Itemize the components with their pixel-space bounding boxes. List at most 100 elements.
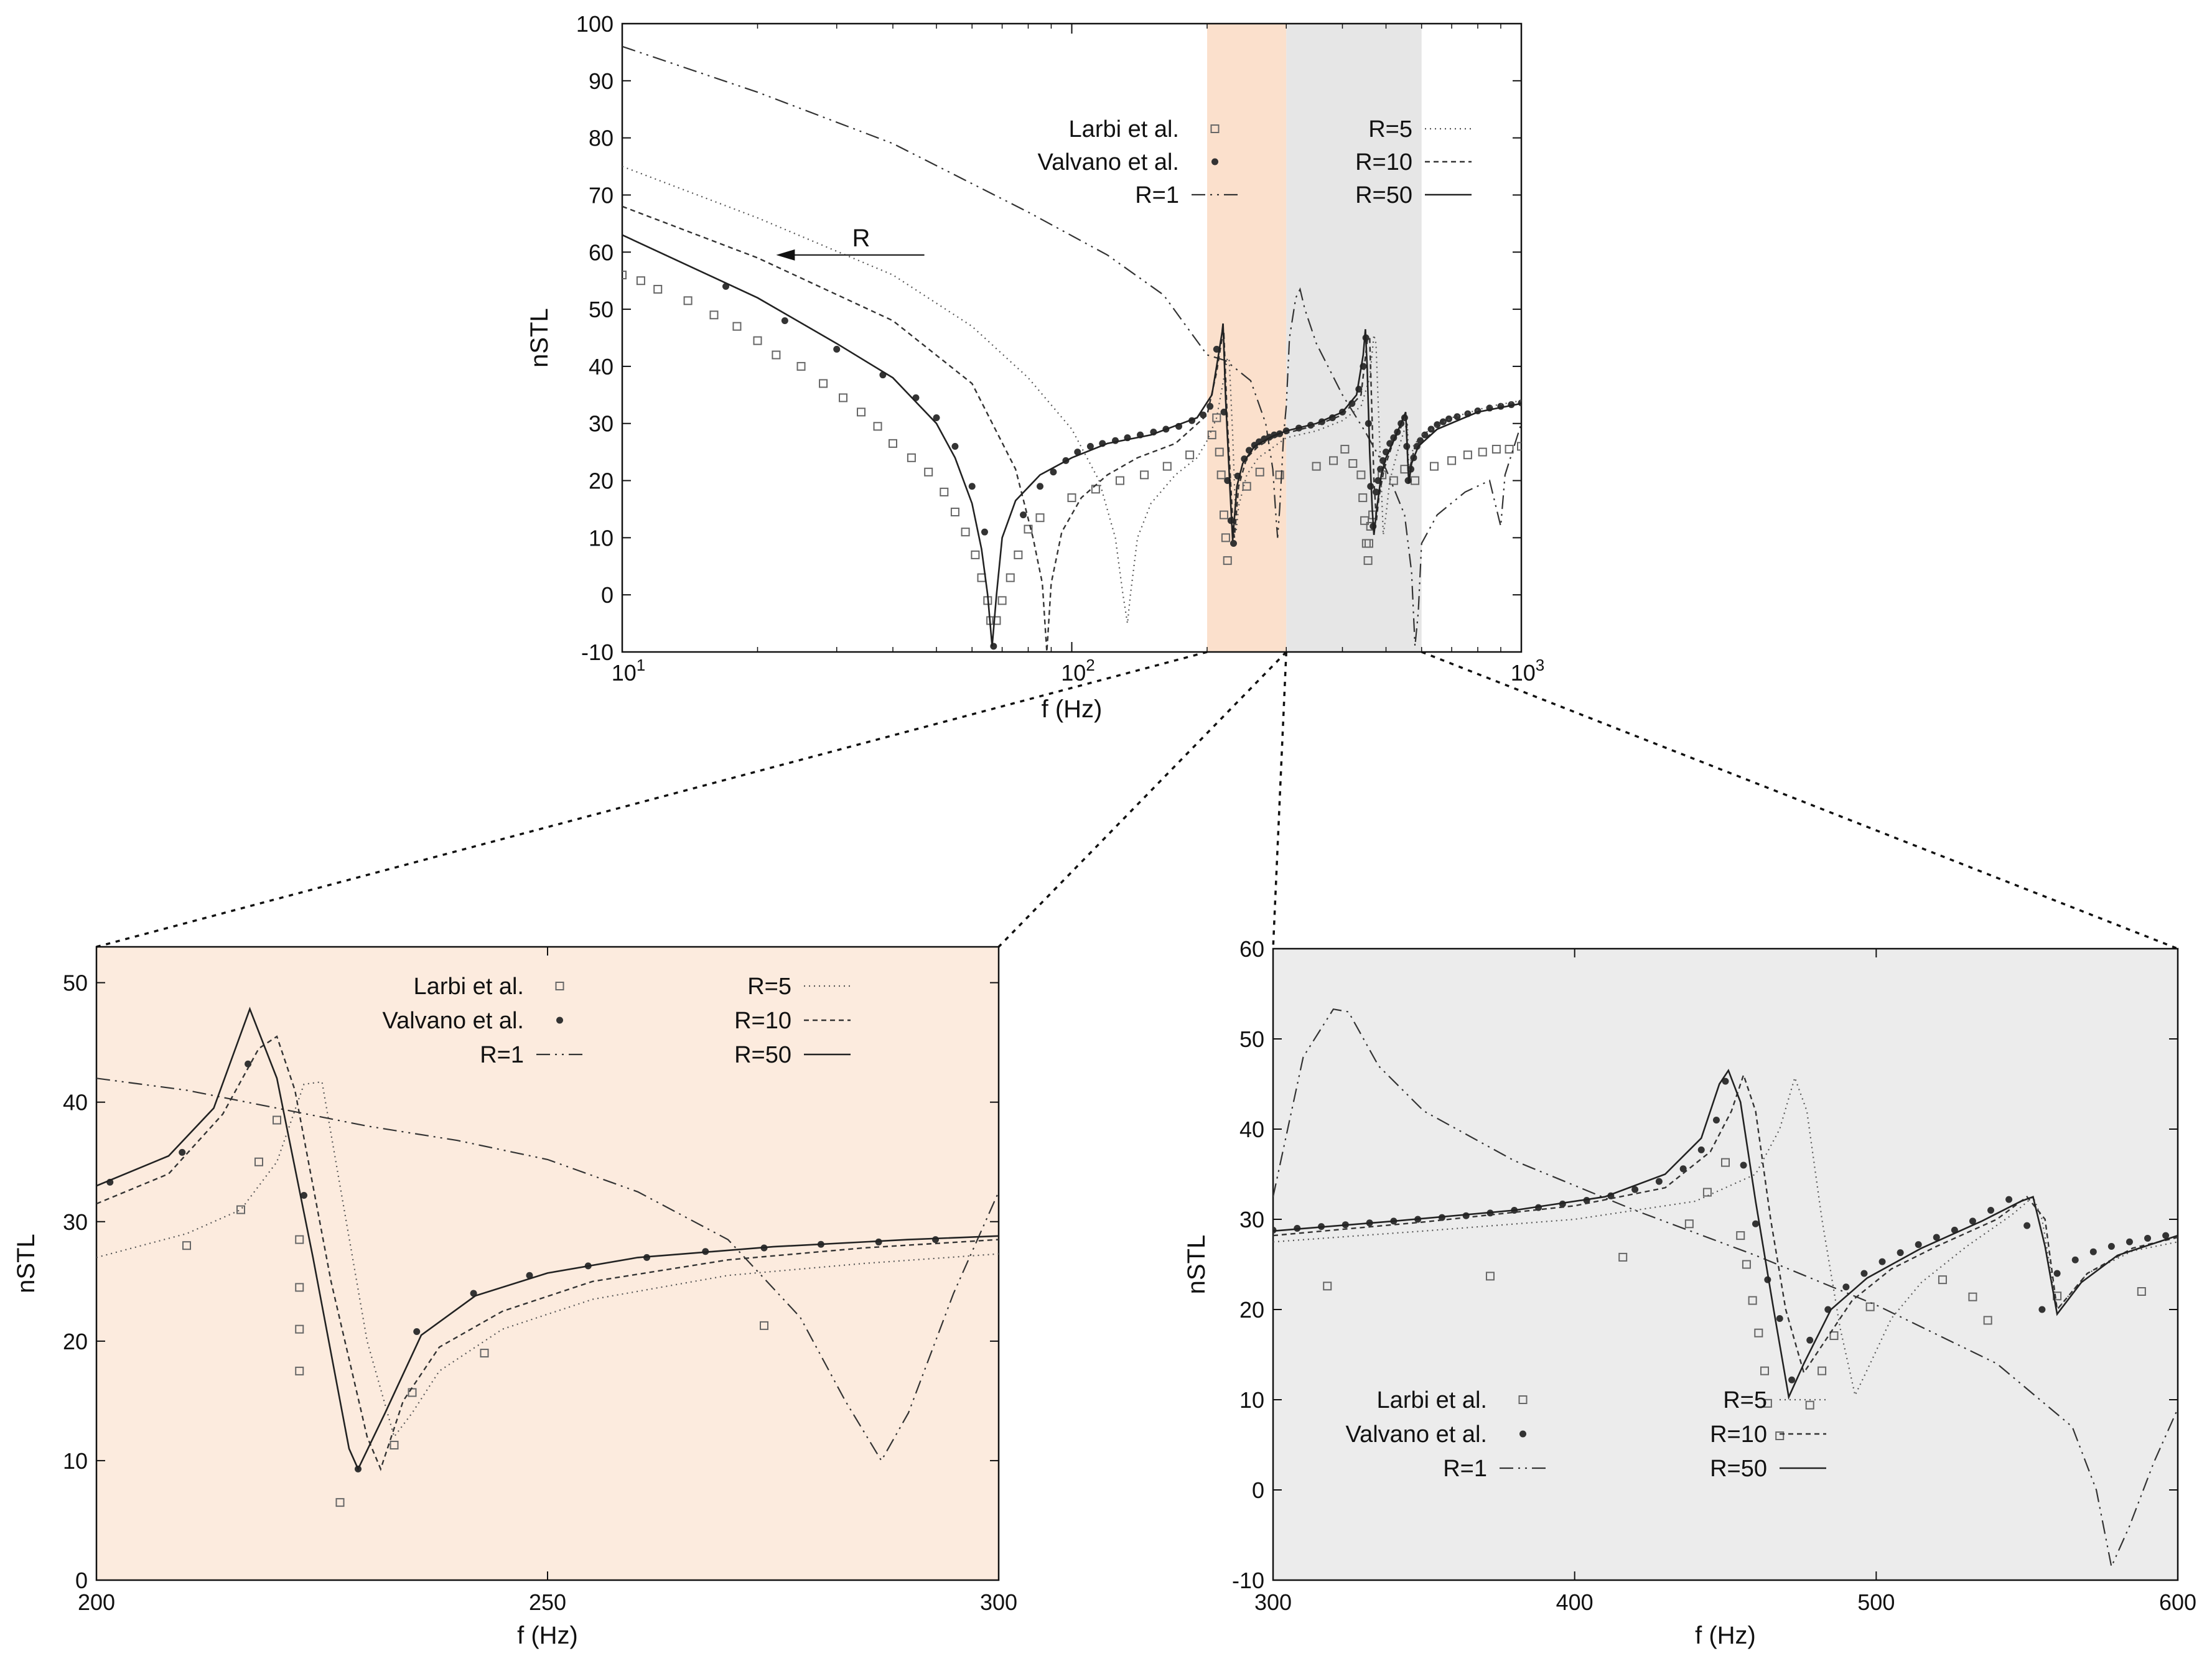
data-point-valvano-et-al (1086, 442, 1094, 450)
x-tick-label: 200 (78, 1589, 115, 1615)
legend-label: Larbi et al. (1377, 1387, 1487, 1413)
r-arrow-label: R (852, 225, 870, 252)
data-point-larbi-et-al (753, 336, 762, 345)
series-line-r-10 (96, 1035, 999, 1471)
x-tick-label: 103 (1511, 656, 1545, 686)
data-point-larbi-et-al (390, 1440, 399, 1449)
legend-label: R=10 (1355, 149, 1412, 175)
y-tick-label: 40 (63, 1090, 88, 1115)
data-point-valvano-et-al (2144, 1234, 2152, 1242)
data-point-larbi-et-al (924, 467, 933, 477)
data-point-larbi-et-al (236, 1205, 245, 1214)
zoom-connectors (96, 651, 2178, 950)
legend-label: R=1 (1443, 1456, 1487, 1482)
legend-label: R=5 (1723, 1387, 1767, 1413)
data-point-valvano-et-al (2107, 1243, 2115, 1250)
y-tick-label: 10 (63, 1448, 88, 1474)
data-point-larbi-et-al (273, 1115, 281, 1125)
x-axis-label: f (Hz) (1042, 696, 1103, 723)
legend-label: R=10 (1710, 1421, 1767, 1448)
data-point-larbi-et-al (1363, 556, 1373, 565)
y-tick-label: 0 (601, 582, 614, 608)
legend: Larbi et al. Valvano et al. R=1 R=5 R=10 R=50 (1346, 1387, 1826, 1482)
plot-background (1273, 949, 2178, 1580)
series-line-r-1 (622, 45, 1521, 646)
y-tick-label: 30 (63, 1209, 88, 1235)
zoom-connector-line (96, 651, 1208, 948)
data-point-larbi-et-al (856, 407, 866, 417)
legend-label: R=5 (1368, 116, 1412, 142)
data-point-valvano-et-al (2071, 1256, 2079, 1263)
data-point-larbi-et-al (1736, 1231, 1745, 1240)
data-point-valvano-et-al (833, 345, 841, 353)
legend-marker (1210, 124, 1220, 133)
data-point-valvano-et-al (1788, 1376, 1796, 1384)
data-point-valvano-et-al (1230, 540, 1237, 547)
data-point-larbi-et-al (480, 1349, 489, 1358)
legend-label: Valvano et al. (1346, 1421, 1487, 1448)
data-point-valvano-et-al (1860, 1270, 1868, 1277)
data-point-valvano-et-al (1655, 1178, 1663, 1185)
y-tick-label: 50 (1239, 1026, 1264, 1052)
data-point-larbi-et-al (636, 276, 645, 286)
x-tick-label: 102 (1061, 656, 1095, 686)
data-point-larbi-et-al (254, 1157, 263, 1166)
data-point-larbi-et-al (992, 616, 1001, 625)
data-point-valvano-et-al (1776, 1315, 1783, 1322)
data-point-larbi-et-al (839, 393, 848, 402)
y-tick-label: 10 (1239, 1387, 1264, 1413)
y-tick-label: 60 (1239, 936, 1264, 962)
data-point-valvano-et-al (1631, 1186, 1639, 1193)
data-point-larbi-et-al (1517, 442, 1521, 451)
data-point-larbi-et-al (1275, 470, 1284, 480)
y-tick-label: 0 (75, 1568, 88, 1593)
legend-marker (555, 982, 564, 990)
legend-label: R=50 (1355, 182, 1412, 208)
data-point-larbi-et-al (1024, 524, 1033, 534)
y-tick-label: 50 (63, 970, 88, 996)
data-point-valvano-et-al (1518, 399, 1521, 407)
data-point-valvano-et-al (2053, 1270, 2061, 1277)
series-line-r-5 (1273, 1075, 2178, 1398)
data-point-larbi-et-al (1340, 445, 1350, 454)
x-tick-label: 500 (1857, 1589, 1895, 1615)
data-point-valvano-et-al (2089, 1248, 2097, 1255)
series-line-r-50 (96, 1007, 999, 1471)
legend-marker (556, 1017, 563, 1024)
data-point-larbi-et-al (1485, 1272, 1495, 1281)
data-point-larbi-et-al (1255, 467, 1264, 477)
data-point-larbi-et-al (888, 439, 897, 448)
zoom-connector-line (1272, 651, 1287, 949)
r-arrow-head (776, 249, 795, 261)
data-point-larbi-et-al (1014, 550, 1023, 559)
series-group (1273, 1008, 2178, 1569)
data-point-larbi-et-al (709, 310, 719, 320)
data-point-larbi-et-al (1364, 539, 1373, 548)
chart-zoom1: 0 10 20 30 40 50 200 250 300 f (Hz) nSTL Larbi et a… (12, 946, 1017, 1649)
series-group (96, 1007, 999, 1507)
data-point-valvano-et-al (1878, 1258, 1886, 1265)
data-point-larbi-et-al (1748, 1296, 1757, 1305)
data-point-larbi-et-al (997, 596, 1007, 605)
data-point-larbi-et-al (796, 361, 806, 371)
y-tick-label: 20 (589, 468, 614, 494)
data-point-valvano-et-al (1679, 1165, 1687, 1173)
data-point-valvano-et-al (1020, 511, 1027, 519)
data-point-valvano-et-al (1969, 1217, 1976, 1225)
data-point-valvano-et-al (981, 528, 988, 536)
data-point-valvano-et-al (526, 1272, 533, 1279)
y-tick-label: 10 (589, 525, 614, 551)
data-point-larbi-et-al (732, 322, 742, 331)
legend-marker (1519, 1430, 1526, 1438)
data-point-larbi-et-al (1358, 493, 1368, 503)
data-point-larbi-et-al (1754, 1328, 1763, 1338)
data-point-larbi-et-al (1429, 462, 1439, 471)
data-point-larbi-et-al (1348, 459, 1358, 468)
data-point-larbi-et-al (819, 379, 828, 388)
data-point-larbi-et-al (1220, 510, 1229, 519)
x-axis-label: f (Hz) (517, 1622, 578, 1649)
data-point-valvano-et-al (1050, 468, 1057, 476)
series-line-r-5 (622, 165, 1521, 624)
data-point-valvano-et-al (1740, 1161, 1747, 1169)
